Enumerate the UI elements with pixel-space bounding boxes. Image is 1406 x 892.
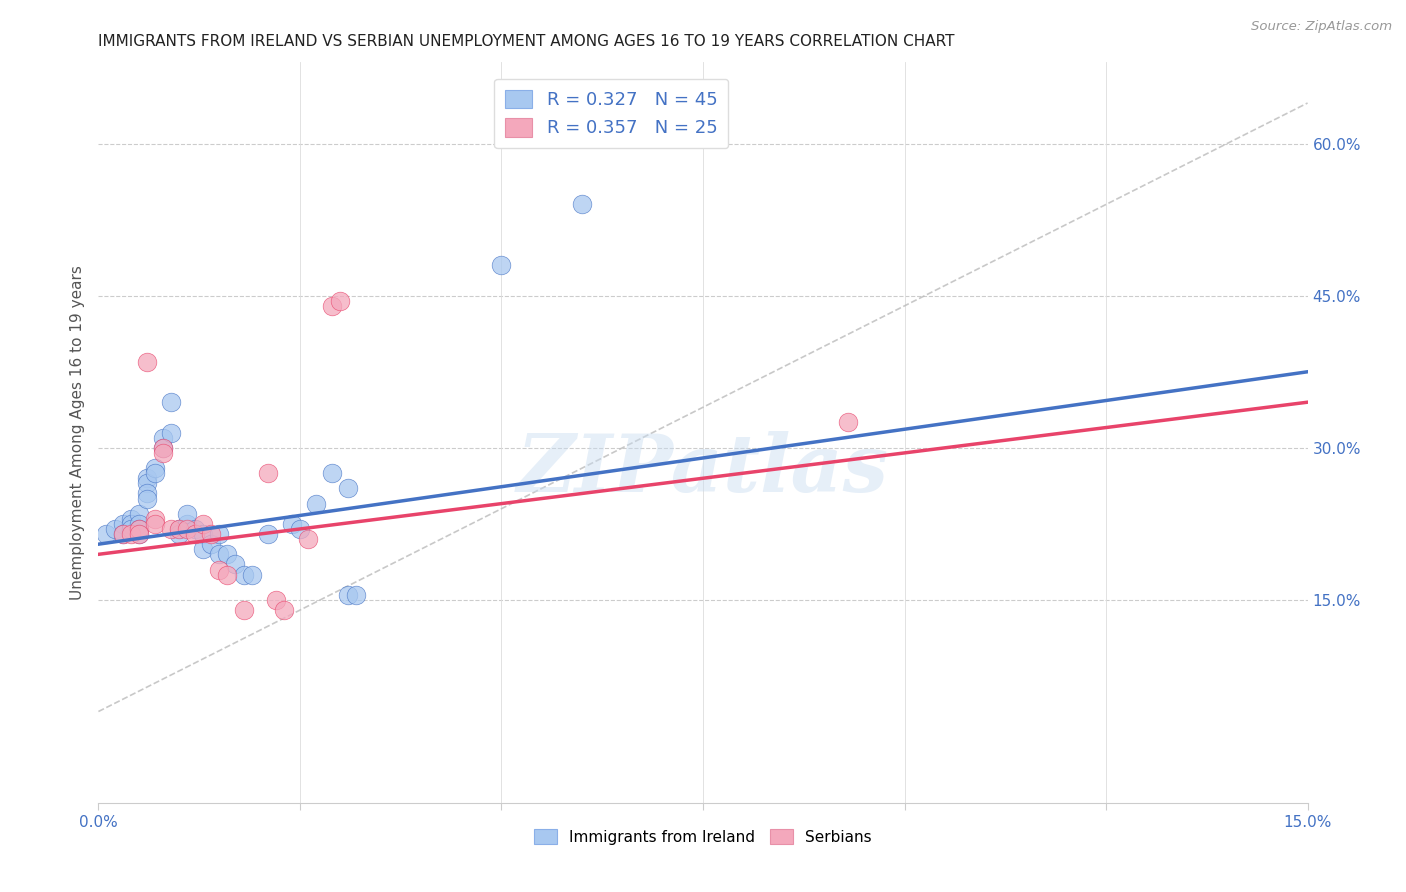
- Point: [111, 527, 134, 541]
- Point: [193, 542, 215, 557]
- Point: [143, 512, 166, 526]
- Point: [152, 446, 174, 460]
- Point: [256, 527, 278, 541]
- Point: [491, 258, 513, 272]
- Point: [160, 522, 183, 536]
- Point: [571, 197, 593, 211]
- Point: [160, 395, 183, 409]
- Point: [128, 527, 150, 541]
- Point: [167, 527, 190, 541]
- Point: [135, 471, 157, 485]
- Point: [273, 603, 295, 617]
- Point: [167, 522, 190, 536]
- Point: [344, 588, 367, 602]
- Point: [135, 354, 157, 368]
- Point: [240, 567, 263, 582]
- Point: [120, 522, 142, 536]
- Point: [321, 466, 343, 480]
- Point: [281, 516, 304, 531]
- Point: [135, 486, 157, 500]
- Point: [321, 299, 343, 313]
- Point: [184, 527, 207, 541]
- Point: [217, 547, 239, 561]
- Point: [305, 497, 328, 511]
- Point: [152, 431, 174, 445]
- Point: [135, 491, 157, 506]
- Point: [337, 482, 360, 496]
- Point: [96, 527, 118, 541]
- Point: [152, 441, 174, 455]
- Point: [167, 522, 190, 536]
- Text: Source: ZipAtlas.com: Source: ZipAtlas.com: [1251, 20, 1392, 33]
- Point: [103, 522, 125, 536]
- Point: [120, 527, 142, 541]
- Point: [128, 507, 150, 521]
- Point: [837, 416, 859, 430]
- Point: [128, 516, 150, 531]
- Point: [143, 466, 166, 480]
- Point: [264, 593, 287, 607]
- Point: [143, 516, 166, 531]
- Point: [337, 588, 360, 602]
- Point: [232, 567, 254, 582]
- Point: [120, 516, 142, 531]
- Point: [111, 527, 134, 541]
- Point: [184, 522, 207, 536]
- Point: [193, 527, 215, 541]
- Point: [288, 522, 311, 536]
- Point: [160, 425, 183, 440]
- Point: [135, 476, 157, 491]
- Point: [329, 293, 352, 308]
- Point: [217, 567, 239, 582]
- Point: [128, 522, 150, 536]
- Text: ZIPatlas: ZIPatlas: [517, 431, 889, 508]
- Point: [143, 461, 166, 475]
- Point: [176, 507, 198, 521]
- Point: [297, 532, 319, 546]
- Point: [200, 537, 222, 551]
- Point: [128, 522, 150, 536]
- Point: [200, 527, 222, 541]
- Point: [224, 558, 246, 572]
- Y-axis label: Unemployment Among Ages 16 to 19 years: Unemployment Among Ages 16 to 19 years: [69, 265, 84, 600]
- Legend: Immigrants from Ireland, Serbians: Immigrants from Ireland, Serbians: [527, 822, 879, 851]
- Point: [176, 522, 198, 536]
- Point: [111, 516, 134, 531]
- Point: [176, 516, 198, 531]
- Text: IMMIGRANTS FROM IRELAND VS SERBIAN UNEMPLOYMENT AMONG AGES 16 TO 19 YEARS CORREL: IMMIGRANTS FROM IRELAND VS SERBIAN UNEMP…: [98, 34, 955, 49]
- Point: [208, 562, 231, 576]
- Point: [152, 441, 174, 455]
- Point: [193, 516, 215, 531]
- Point: [256, 466, 278, 480]
- Point: [208, 547, 231, 561]
- Point: [232, 603, 254, 617]
- Point: [208, 527, 231, 541]
- Point: [120, 512, 142, 526]
- Point: [128, 527, 150, 541]
